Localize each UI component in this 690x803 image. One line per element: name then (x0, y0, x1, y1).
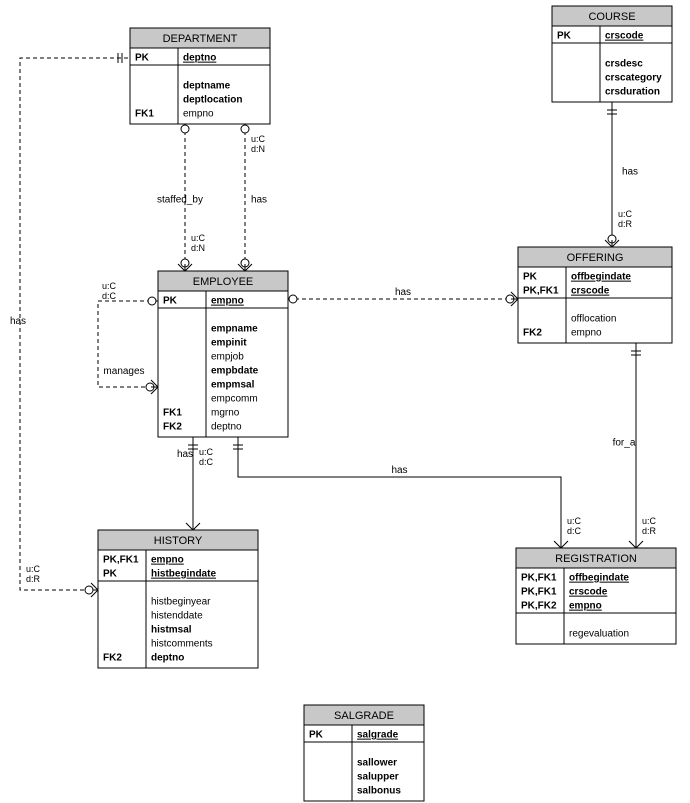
cardinality: d:R (26, 574, 41, 584)
attr-department-2: deptname (183, 81, 231, 92)
attr-offering-4: empno (571, 328, 602, 339)
attr-employee-7: empcomm (211, 394, 258, 405)
key-employee-8: FK1 (163, 408, 182, 419)
attr-course-4: crsduration (605, 87, 660, 98)
entity-title-salgrade: SALGRADE (334, 710, 394, 722)
attr-history-5: histmsal (151, 625, 192, 636)
rel-label: has (10, 316, 26, 327)
rel-label: for_a (613, 438, 636, 449)
attr-registration-2: empno (569, 601, 602, 612)
attr-history-4: histenddate (151, 611, 203, 622)
edge-hist-has-dept (20, 58, 130, 590)
edge-emp-has-reg (238, 437, 561, 548)
attr-employee-9: deptno (211, 422, 242, 433)
er-diagram-canvas: staffed_byu:Cd:Nhasu:Cd:Nhasu:Cd:Rhasman… (0, 0, 690, 803)
entity-employee: EMPLOYEE PK empno empname empinit empjob empbd… (158, 271, 288, 437)
key-offering-4: FK2 (523, 328, 542, 339)
attr-salgrade-4: salbonus (357, 786, 401, 797)
entity-registration: REGISTRATION PK,FK1 offbegindate PK,FK1 crsc… (516, 548, 676, 644)
cardinality: d:C (567, 526, 582, 536)
attr-employee-2: empname (211, 324, 258, 335)
key-registration-1: PK,FK1 (521, 587, 557, 598)
attr-department-4: empno (183, 109, 214, 120)
entity-offering: OFFERING PK offbegindate PK,FK1 crscode offlo… (518, 247, 672, 343)
cardinality: u:C (251, 134, 266, 144)
attr-course-3: crscategory (605, 73, 662, 84)
cardinality: d:N (191, 243, 205, 253)
rel-label: has (395, 287, 411, 298)
key-history-0: PK,FK1 (103, 555, 139, 566)
rel-label: manages (103, 366, 144, 377)
attr-employee-3: empinit (211, 338, 247, 349)
cardinality: d:R (618, 219, 633, 229)
key-history-7: FK2 (103, 653, 122, 664)
cardinality: u:C (618, 209, 633, 219)
cardinality: d:C (102, 291, 117, 301)
cardinality: u:C (191, 233, 206, 243)
key-offering-1: PK,FK1 (523, 286, 559, 297)
attr-registration-0: offbegindate (569, 573, 629, 584)
attr-salgrade-3: salupper (357, 772, 399, 783)
attr-registration-4: regevaluation (569, 629, 629, 640)
attr-course-2: crsdesc (605, 59, 643, 70)
key-registration-0: PK,FK1 (521, 573, 557, 584)
cardinality: u:C (102, 281, 117, 291)
attr-salgrade-0: salgrade (357, 730, 399, 741)
attr-employee-5: empbdate (211, 366, 259, 377)
attr-history-7: deptno (151, 653, 184, 664)
key-offering-0: PK (523, 272, 538, 283)
rel-label: has (251, 195, 267, 206)
attr-registration-1: crscode (569, 587, 608, 598)
cardinality: u:C (642, 516, 657, 526)
cardinality: u:C (26, 564, 41, 574)
attr-history-0: empno (151, 555, 184, 566)
key-registration-2: PK,FK2 (521, 601, 557, 612)
cardinality: d:N (251, 144, 265, 154)
entity-history: HISTORY PK,FK1 empno PK histbegindate histbeg… (98, 530, 258, 668)
key-department-0: PK (135, 53, 150, 64)
entity-salgrade: SALGRADE PK salgrade sallower salupper salbon… (304, 705, 424, 801)
rel-label: has (177, 449, 193, 460)
attr-offering-1: crscode (571, 286, 610, 297)
attr-offering-3: offlocation (571, 314, 616, 325)
attr-salgrade-2: sallower (357, 758, 397, 769)
entity-title-course: COURSE (588, 11, 635, 23)
attr-employee-8: mgrno (211, 408, 240, 419)
key-department-4: FK1 (135, 109, 154, 120)
attr-offering-0: offbegindate (571, 272, 631, 283)
rel-label: staffed_by (157, 195, 203, 206)
attr-history-3: histbeginyear (151, 597, 211, 608)
attr-employee-4: empjob (211, 352, 244, 363)
attr-employee-0: empno (211, 296, 244, 307)
rel-label: has (622, 167, 638, 178)
entity-title-department: DEPARTMENT (163, 33, 238, 45)
key-employee-0: PK (163, 296, 178, 307)
attr-employee-6: empmsal (211, 380, 255, 391)
entity-title-employee: EMPLOYEE (193, 276, 254, 288)
attr-department-3: deptlocation (183, 95, 242, 106)
attr-history-6: histcomments (151, 639, 213, 650)
entity-title-history: HISTORY (154, 535, 203, 547)
key-salgrade-0: PK (309, 730, 324, 741)
attr-course-0: crscode (605, 31, 644, 42)
entity-title-registration: REGISTRATION (555, 553, 637, 565)
entity-title-offering: OFFERING (567, 252, 624, 264)
key-employee-9: FK2 (163, 422, 182, 433)
key-history-1: PK (103, 569, 118, 580)
entity-course: COURSE PK crscode crsdesc crscategory crsdura… (552, 6, 672, 102)
cardinality: d:R (642, 526, 657, 536)
rel-label: has (391, 465, 407, 476)
entity-department: DEPARTMENT PK deptno deptname deptlocation FK… (130, 28, 270, 124)
key-course-0: PK (557, 31, 572, 42)
cardinality: d:C (199, 457, 214, 467)
cardinality: u:C (199, 447, 214, 457)
attr-department-0: deptno (183, 53, 216, 64)
cardinality: u:C (567, 516, 582, 526)
attr-history-1: histbegindate (151, 569, 216, 580)
